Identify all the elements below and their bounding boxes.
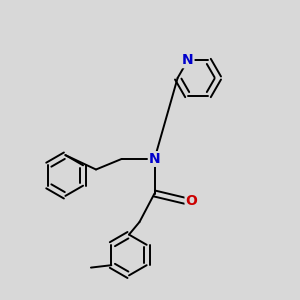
Text: N: N <box>182 53 194 67</box>
Text: O: O <box>185 194 197 208</box>
Text: N: N <box>149 152 160 166</box>
